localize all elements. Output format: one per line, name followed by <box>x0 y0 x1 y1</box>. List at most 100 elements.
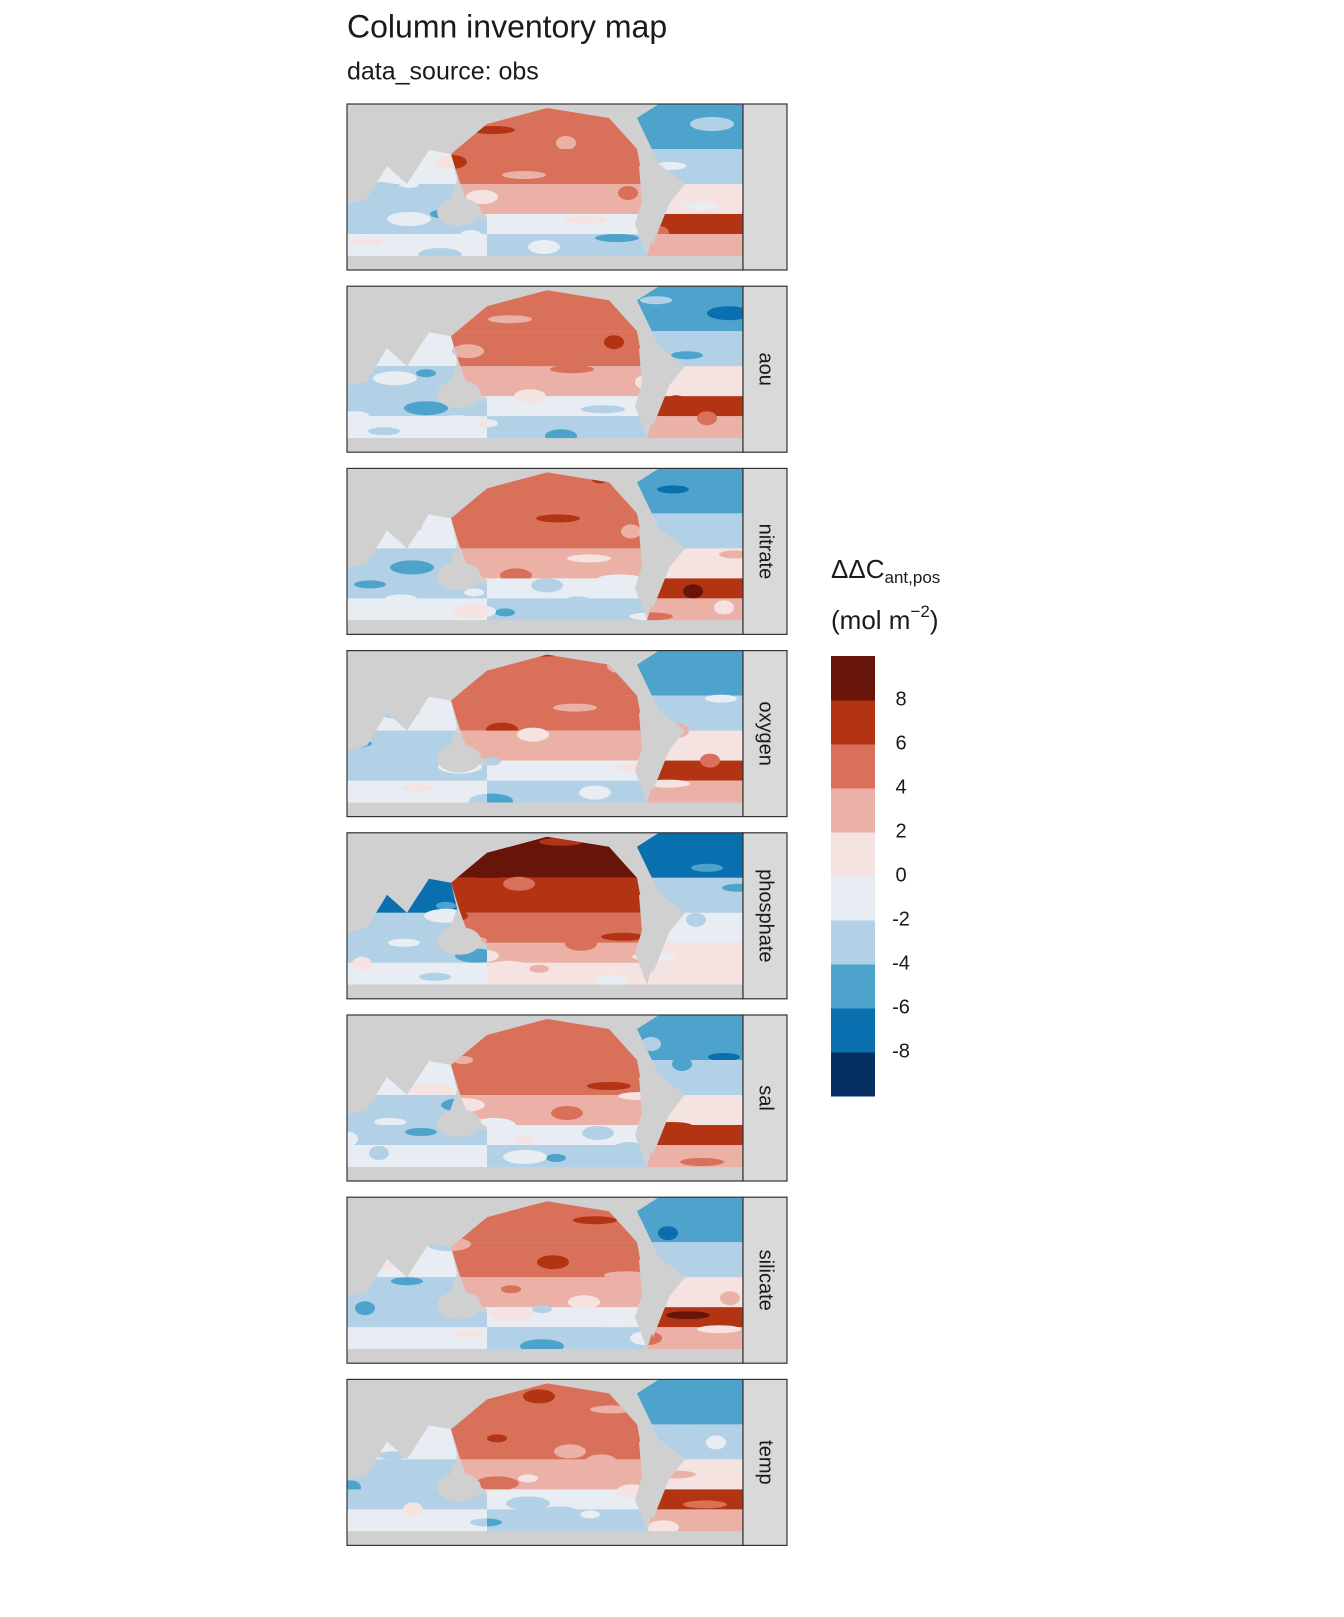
ocean-patch <box>514 389 546 404</box>
ocean-patch <box>470 1518 487 1527</box>
ocean-band <box>451 1327 647 1350</box>
ocean-patch <box>562 596 594 611</box>
facet-panel: silicate <box>346 1196 788 1364</box>
ocean-band <box>451 548 647 579</box>
ocean-patch <box>595 234 639 242</box>
ocean-patch <box>553 703 597 712</box>
ocean-patch <box>551 1106 583 1120</box>
ocean-patch <box>436 901 456 910</box>
facet-strip <box>742 649 788 818</box>
ocean-patch <box>453 1329 485 1338</box>
ocean-patch <box>629 612 647 621</box>
ocean-patch <box>520 1339 564 1350</box>
ocean-patch <box>585 1454 617 1469</box>
facet-panel: aou <box>346 285 788 453</box>
ocean-patch <box>703 1102 723 1116</box>
ocean-patch <box>657 485 689 494</box>
ocean-patch <box>640 296 672 305</box>
ocean-patch <box>666 1311 710 1320</box>
legend-bin <box>831 832 875 877</box>
legend-bin <box>831 1052 875 1097</box>
legend-unit-power: −2 <box>910 602 929 621</box>
ocean-patch <box>368 427 400 436</box>
facet-label: nitrate <box>755 524 777 580</box>
ocean-band <box>637 1125 743 1145</box>
ocean-patch <box>469 533 501 548</box>
ocean-patch <box>355 1301 375 1316</box>
facet-label: aou <box>755 353 777 386</box>
legend-subscript: ant,pos <box>885 568 941 587</box>
ocean-patch <box>697 1325 741 1334</box>
ocean-patch <box>685 202 717 210</box>
ocean-band <box>451 695 647 731</box>
legend-bin <box>831 744 875 789</box>
facet-label: oxygen <box>755 701 777 766</box>
ocean-patch <box>570 892 614 901</box>
ocean-patch <box>621 524 641 539</box>
legend-tick-label: -2 <box>892 908 910 930</box>
land-south-america <box>639 1259 669 1338</box>
ocean-patch <box>598 574 642 583</box>
facet-strip <box>742 285 788 453</box>
land-antarctica <box>347 1349 743 1364</box>
ocean-band <box>637 1197 743 1243</box>
ocean-patch <box>618 186 638 200</box>
ocean-patch <box>470 1245 490 1254</box>
ocean-band <box>637 650 743 696</box>
ocean-patch <box>549 1494 569 1503</box>
land-south-america <box>639 1441 669 1520</box>
ocean-patch <box>495 608 515 617</box>
ocean-band <box>347 598 487 621</box>
facet-label: silicate <box>755 1250 777 1311</box>
ocean-patch <box>691 863 723 872</box>
ocean-patch <box>475 1476 519 1491</box>
legend-unit-close: ) <box>930 605 939 635</box>
legend-symbol: ΔΔC <box>831 554 885 584</box>
ocean-patch <box>674 674 706 683</box>
ocean-band <box>637 416 743 439</box>
ocean-patch <box>402 783 434 792</box>
ocean-patch <box>705 694 737 703</box>
facet-strip <box>742 103 788 271</box>
ocean-patch <box>658 1226 678 1241</box>
land-australia <box>437 744 481 773</box>
land-australia <box>437 1473 481 1502</box>
ocean-patch <box>357 928 389 937</box>
ocean-patch <box>354 580 386 589</box>
ocean-patch <box>419 712 439 721</box>
ocean-patch <box>545 429 577 439</box>
ocean-patch <box>347 1132 358 1146</box>
legend-bin <box>831 788 875 833</box>
ocean-patch <box>646 779 690 788</box>
ocean-patch <box>408 1466 440 1475</box>
ocean-patch <box>641 1037 661 1051</box>
ocean-patch <box>351 238 383 246</box>
ocean-patch <box>371 769 403 778</box>
ocean-patch <box>690 117 734 131</box>
ocean-patch <box>451 1237 471 1252</box>
ocean-basin <box>451 290 647 439</box>
ocean-patch <box>556 1027 600 1035</box>
ocean-patch <box>706 1435 726 1450</box>
facet-panel <box>346 103 788 271</box>
legend-tick-label: -8 <box>892 1040 910 1062</box>
facet-panel: oxygen <box>346 649 788 818</box>
ocean-patch <box>515 1136 535 1144</box>
ocean-patch <box>533 206 577 214</box>
ocean-band <box>347 780 487 803</box>
chart-title: Column inventory map <box>347 8 667 44</box>
ocean-patch <box>487 1434 507 1443</box>
ocean-patch <box>671 351 703 360</box>
legend-bin <box>831 964 875 1009</box>
ocean-patch <box>584 743 628 752</box>
ocean-patch <box>502 171 546 179</box>
ocean-patch <box>369 1146 389 1160</box>
chart-subtitle: data_source: obs <box>347 58 539 86</box>
ocean-patch <box>587 1082 631 1090</box>
ocean-band <box>347 1509 487 1532</box>
ocean-band <box>451 1489 647 1510</box>
ocean-patch <box>581 405 625 414</box>
ocean-patch <box>601 932 645 941</box>
facet-panel: phosphate <box>346 832 788 1000</box>
facet-panel: nitrate <box>346 467 788 635</box>
